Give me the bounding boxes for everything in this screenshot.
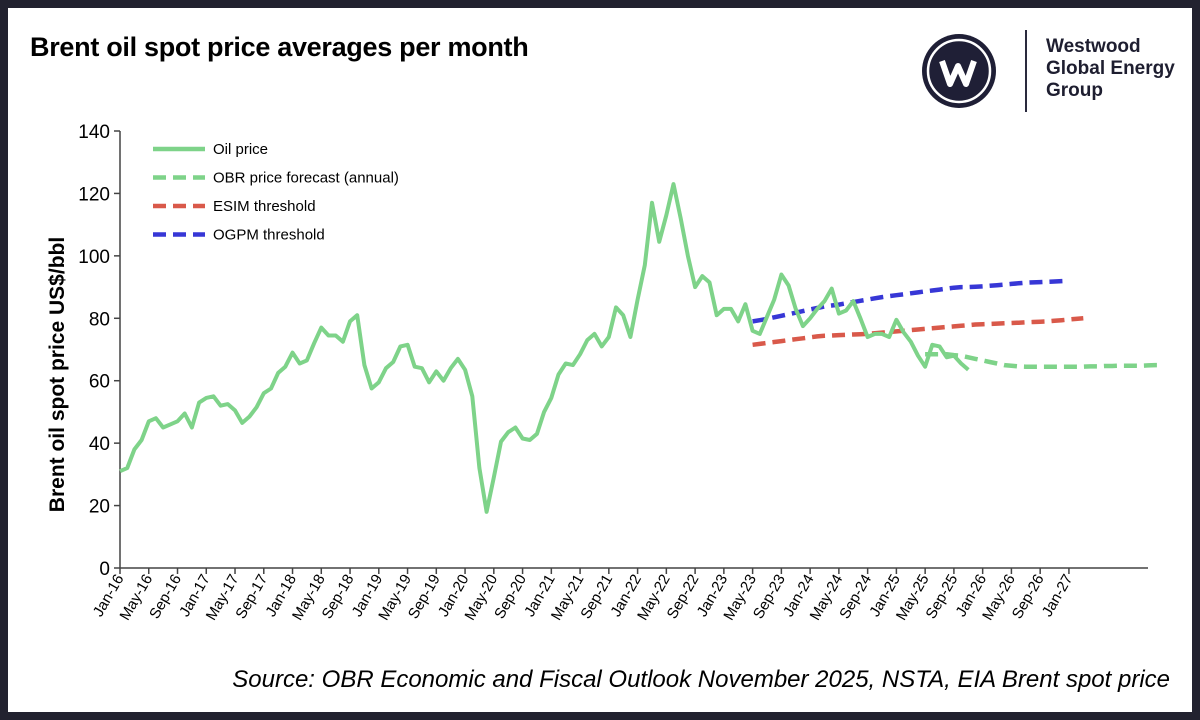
chart-title: Brent oil spot price averages per month <box>30 32 529 62</box>
y-tick-label: 120 <box>78 184 110 205</box>
y-tick-label: 140 <box>78 122 110 143</box>
y-tick-label: 0 <box>99 559 110 580</box>
westwood-logo: Westwood Global Energy Group <box>922 30 1182 112</box>
legend-label: Oil price <box>213 141 268 158</box>
y-tick-label: 60 <box>89 372 110 393</box>
legend-label: OGPM threshold <box>213 227 325 244</box>
y-tick-label: 80 <box>89 309 110 330</box>
series-line-ogpm-threshold <box>752 278 1069 324</box>
line-chart: 020406080100120140Jan-16May-16Sep-16Jan-… <box>46 122 1163 623</box>
chart-frame: Brent oil spot price averages per month … <box>8 8 1192 712</box>
logo-line-1: Westwood <box>1046 36 1141 57</box>
legend-label: ESIM threshold <box>213 198 316 215</box>
y-tick-label: 20 <box>89 497 110 518</box>
logo-text: Westwood Global Energy Group <box>1046 36 1175 102</box>
y-axis-label: Brent oil spot price US$/bbl <box>46 237 69 512</box>
series-line-oil-price <box>119 182 970 514</box>
source-note: Source: OBR Economic and Fiscal Outlook … <box>232 666 1170 693</box>
y-tick-label: 100 <box>78 247 110 268</box>
legend-label: OBR price forecast (annual) <box>213 170 399 187</box>
w-glyph-icon <box>926 38 992 104</box>
y-tick-label: 40 <box>89 434 110 455</box>
logo-line-3: Group <box>1046 80 1103 101</box>
westwood-w-logo-icon <box>922 34 996 108</box>
series-line-esim-threshold <box>752 316 1084 348</box>
logo-divider <box>1025 30 1027 112</box>
logo-line-2: Global Energy <box>1046 58 1175 79</box>
